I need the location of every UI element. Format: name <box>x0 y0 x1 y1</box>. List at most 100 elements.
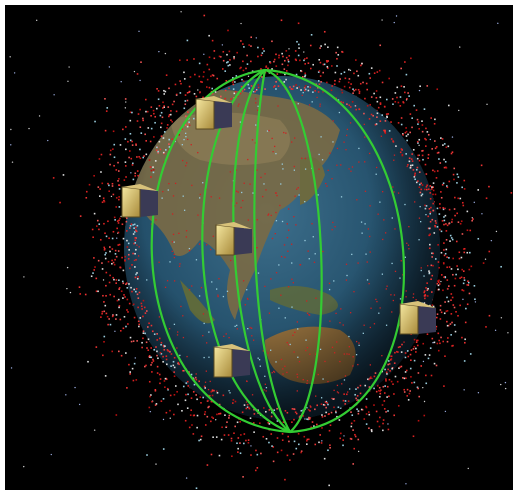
debris <box>156 350 158 353</box>
debris <box>428 208 431 210</box>
debris <box>366 261 368 263</box>
debris <box>466 284 469 286</box>
debris <box>282 168 284 170</box>
debris <box>130 157 133 160</box>
debris <box>286 223 288 225</box>
debris <box>403 86 405 88</box>
debris <box>235 75 238 77</box>
debris <box>118 350 120 353</box>
satellite <box>213 344 250 378</box>
debris <box>133 316 136 319</box>
debris <box>364 190 367 192</box>
debris <box>412 293 415 295</box>
debris <box>118 288 120 290</box>
debris <box>376 420 379 423</box>
debris <box>462 282 465 285</box>
debris <box>260 54 263 57</box>
debris <box>467 284 470 286</box>
debris <box>264 375 266 377</box>
debris <box>176 334 179 336</box>
star <box>125 101 127 103</box>
debris <box>298 43 300 46</box>
debris <box>240 40 242 42</box>
debris <box>106 315 109 318</box>
debris <box>401 149 403 151</box>
debris <box>381 191 384 193</box>
debris <box>186 125 189 128</box>
debris <box>439 203 441 205</box>
debris <box>129 119 132 122</box>
debris <box>421 150 423 152</box>
debris <box>453 306 456 309</box>
debris <box>129 139 132 142</box>
debris <box>160 400 163 402</box>
debris <box>390 294 392 296</box>
debris <box>216 288 218 290</box>
debris <box>340 164 342 166</box>
debris <box>459 197 462 200</box>
debris <box>361 232 363 234</box>
star <box>50 453 52 456</box>
debris <box>400 260 402 262</box>
debris <box>510 192 513 194</box>
debris <box>259 365 261 367</box>
debris <box>294 331 296 334</box>
star <box>78 403 81 406</box>
debris <box>457 268 459 271</box>
debris <box>124 260 126 262</box>
debris <box>113 216 116 219</box>
debris <box>207 388 210 391</box>
debris <box>157 357 159 360</box>
debris <box>136 277 139 280</box>
debris <box>411 126 413 129</box>
debris <box>285 78 287 81</box>
debris <box>106 107 109 109</box>
land <box>124 76 440 420</box>
debris <box>195 394 197 396</box>
debris <box>351 414 354 417</box>
debris <box>396 96 398 99</box>
debris <box>349 312 352 314</box>
debris <box>409 131 411 134</box>
star <box>357 450 360 453</box>
debris <box>425 127 427 130</box>
debris <box>446 224 449 227</box>
debris <box>232 399 235 401</box>
debris <box>385 411 387 413</box>
debris <box>297 22 300 25</box>
debris <box>136 73 139 75</box>
debris <box>329 424 332 427</box>
debris <box>270 415 273 418</box>
debris <box>333 406 335 409</box>
debris <box>456 173 459 176</box>
debris <box>358 90 361 93</box>
debris <box>158 104 161 107</box>
debris <box>426 184 428 187</box>
debris <box>287 229 290 231</box>
debris <box>424 204 426 207</box>
star <box>180 11 182 13</box>
star <box>65 394 67 396</box>
debris <box>98 158 101 160</box>
debris <box>205 188 208 191</box>
debris <box>272 460 275 463</box>
debris <box>296 87 298 89</box>
debris <box>160 122 163 125</box>
debris <box>357 262 359 264</box>
debris <box>392 383 394 385</box>
debris <box>281 220 284 223</box>
debris <box>385 98 388 101</box>
debris <box>162 355 164 358</box>
debris <box>404 356 407 359</box>
debris <box>128 302 131 305</box>
debris <box>185 393 187 396</box>
debris <box>391 367 393 370</box>
star <box>130 172 132 174</box>
debris <box>191 184 193 187</box>
debris <box>406 388 409 391</box>
debris <box>434 147 437 150</box>
debris <box>140 61 142 63</box>
debris <box>275 220 278 222</box>
debris <box>133 362 136 365</box>
debris <box>432 209 435 212</box>
